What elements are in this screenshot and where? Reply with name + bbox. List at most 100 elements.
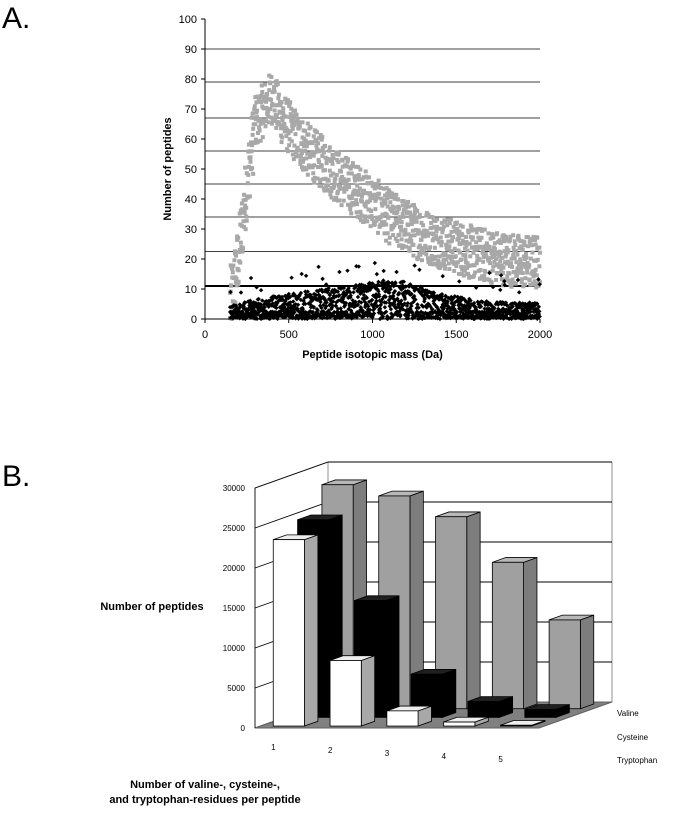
scatter-point bbox=[324, 183, 329, 188]
scatter-point bbox=[532, 269, 537, 274]
scatter-point bbox=[427, 214, 432, 219]
scatter-point bbox=[246, 172, 251, 177]
scatter-point bbox=[316, 157, 321, 162]
scatter-point bbox=[504, 245, 509, 250]
scatter-point bbox=[421, 230, 426, 235]
scatter-point bbox=[341, 186, 346, 191]
scatter-point bbox=[304, 167, 309, 172]
scatter-point bbox=[347, 184, 352, 189]
scatter-point bbox=[303, 289, 308, 294]
scatter-point bbox=[244, 205, 249, 210]
scatter-point bbox=[441, 261, 446, 266]
scatter-point bbox=[477, 238, 482, 243]
scatter-point bbox=[408, 210, 413, 215]
scatter-point bbox=[346, 285, 351, 291]
scatter-point bbox=[426, 212, 431, 217]
scatter-point bbox=[317, 160, 322, 165]
scatter-point bbox=[372, 306, 377, 311]
scatter-point bbox=[292, 108, 297, 113]
scatter-point bbox=[489, 280, 494, 285]
scatter-point bbox=[464, 239, 469, 244]
scatter-point bbox=[370, 216, 375, 221]
scatter-point bbox=[358, 167, 363, 172]
scatter-point bbox=[526, 244, 531, 249]
scatter-point bbox=[241, 219, 246, 224]
scatter-point bbox=[339, 178, 344, 183]
scatter-point bbox=[264, 105, 269, 110]
scatter-point bbox=[499, 267, 504, 272]
scatter-point bbox=[270, 301, 275, 306]
scatter-point bbox=[310, 140, 315, 145]
scatter-point bbox=[243, 203, 248, 208]
scatter-point bbox=[447, 244, 452, 249]
scatter-point bbox=[300, 120, 305, 125]
scatter-point bbox=[461, 273, 466, 278]
scatter-point bbox=[355, 294, 361, 300]
scatter-point bbox=[339, 203, 344, 208]
scatter-point bbox=[254, 110, 259, 115]
scatter-point bbox=[232, 258, 237, 263]
scatter-point bbox=[358, 300, 364, 305]
scatter-point bbox=[291, 157, 296, 162]
scatter-point bbox=[250, 111, 255, 116]
scatter-point bbox=[377, 294, 382, 299]
scatter-point bbox=[463, 253, 468, 258]
scatter-point bbox=[325, 156, 330, 161]
scatter-point bbox=[283, 114, 288, 119]
scatter-point bbox=[533, 267, 538, 272]
scatter-point bbox=[429, 220, 434, 225]
bar bbox=[386, 710, 419, 727]
scatter-point bbox=[412, 263, 417, 268]
scatter-point bbox=[356, 264, 361, 269]
scatter-point bbox=[432, 256, 437, 261]
scatter-point bbox=[274, 113, 279, 118]
scatter-point bbox=[387, 280, 392, 286]
scatter-point bbox=[298, 161, 303, 166]
scatter-point bbox=[457, 229, 462, 234]
scatter-point bbox=[521, 254, 526, 259]
scatter-point bbox=[519, 277, 524, 282]
scatter-point bbox=[245, 181, 250, 186]
scatter-point bbox=[244, 218, 249, 223]
scatter-point bbox=[370, 196, 375, 201]
scatter-point bbox=[496, 262, 501, 267]
scatter-point bbox=[276, 120, 281, 125]
scatter-point bbox=[406, 204, 411, 209]
scatter-point bbox=[519, 280, 524, 285]
scatter-point bbox=[519, 244, 524, 249]
scatter-point bbox=[532, 303, 537, 309]
scatter-point bbox=[530, 272, 535, 277]
scatter-point bbox=[330, 299, 336, 304]
scatter-point bbox=[425, 233, 430, 238]
scatter-point bbox=[248, 155, 253, 160]
scatter-point bbox=[350, 164, 355, 169]
scatter-point bbox=[320, 276, 325, 282]
scatter-point bbox=[445, 217, 450, 222]
scatter-point bbox=[241, 198, 246, 203]
scatter-point bbox=[259, 100, 264, 105]
scatter-point bbox=[349, 196, 354, 201]
scatter-point bbox=[239, 201, 244, 206]
scatter-point bbox=[259, 83, 264, 88]
scatter-point bbox=[298, 148, 303, 153]
scatter-point bbox=[330, 152, 335, 157]
scatter-point bbox=[385, 196, 390, 201]
scatter-point bbox=[340, 158, 345, 163]
scatter-point bbox=[341, 177, 346, 182]
scatter-point bbox=[281, 106, 286, 111]
x-tick-label: 0 bbox=[202, 329, 208, 341]
scatter-point bbox=[279, 126, 284, 131]
scatter-point bbox=[466, 272, 471, 277]
scatter-point bbox=[305, 121, 310, 126]
scatter-point bbox=[496, 302, 501, 307]
scatter-point bbox=[480, 244, 485, 249]
scatter-point bbox=[389, 227, 394, 232]
scatter-point bbox=[533, 238, 538, 243]
scatter-point bbox=[331, 171, 336, 176]
scatter-point bbox=[509, 284, 514, 289]
scatter-point bbox=[343, 181, 348, 186]
scatter-point bbox=[338, 184, 343, 189]
scatter-point bbox=[282, 129, 287, 134]
scatter-point bbox=[372, 192, 377, 197]
scatter-point bbox=[528, 314, 534, 319]
